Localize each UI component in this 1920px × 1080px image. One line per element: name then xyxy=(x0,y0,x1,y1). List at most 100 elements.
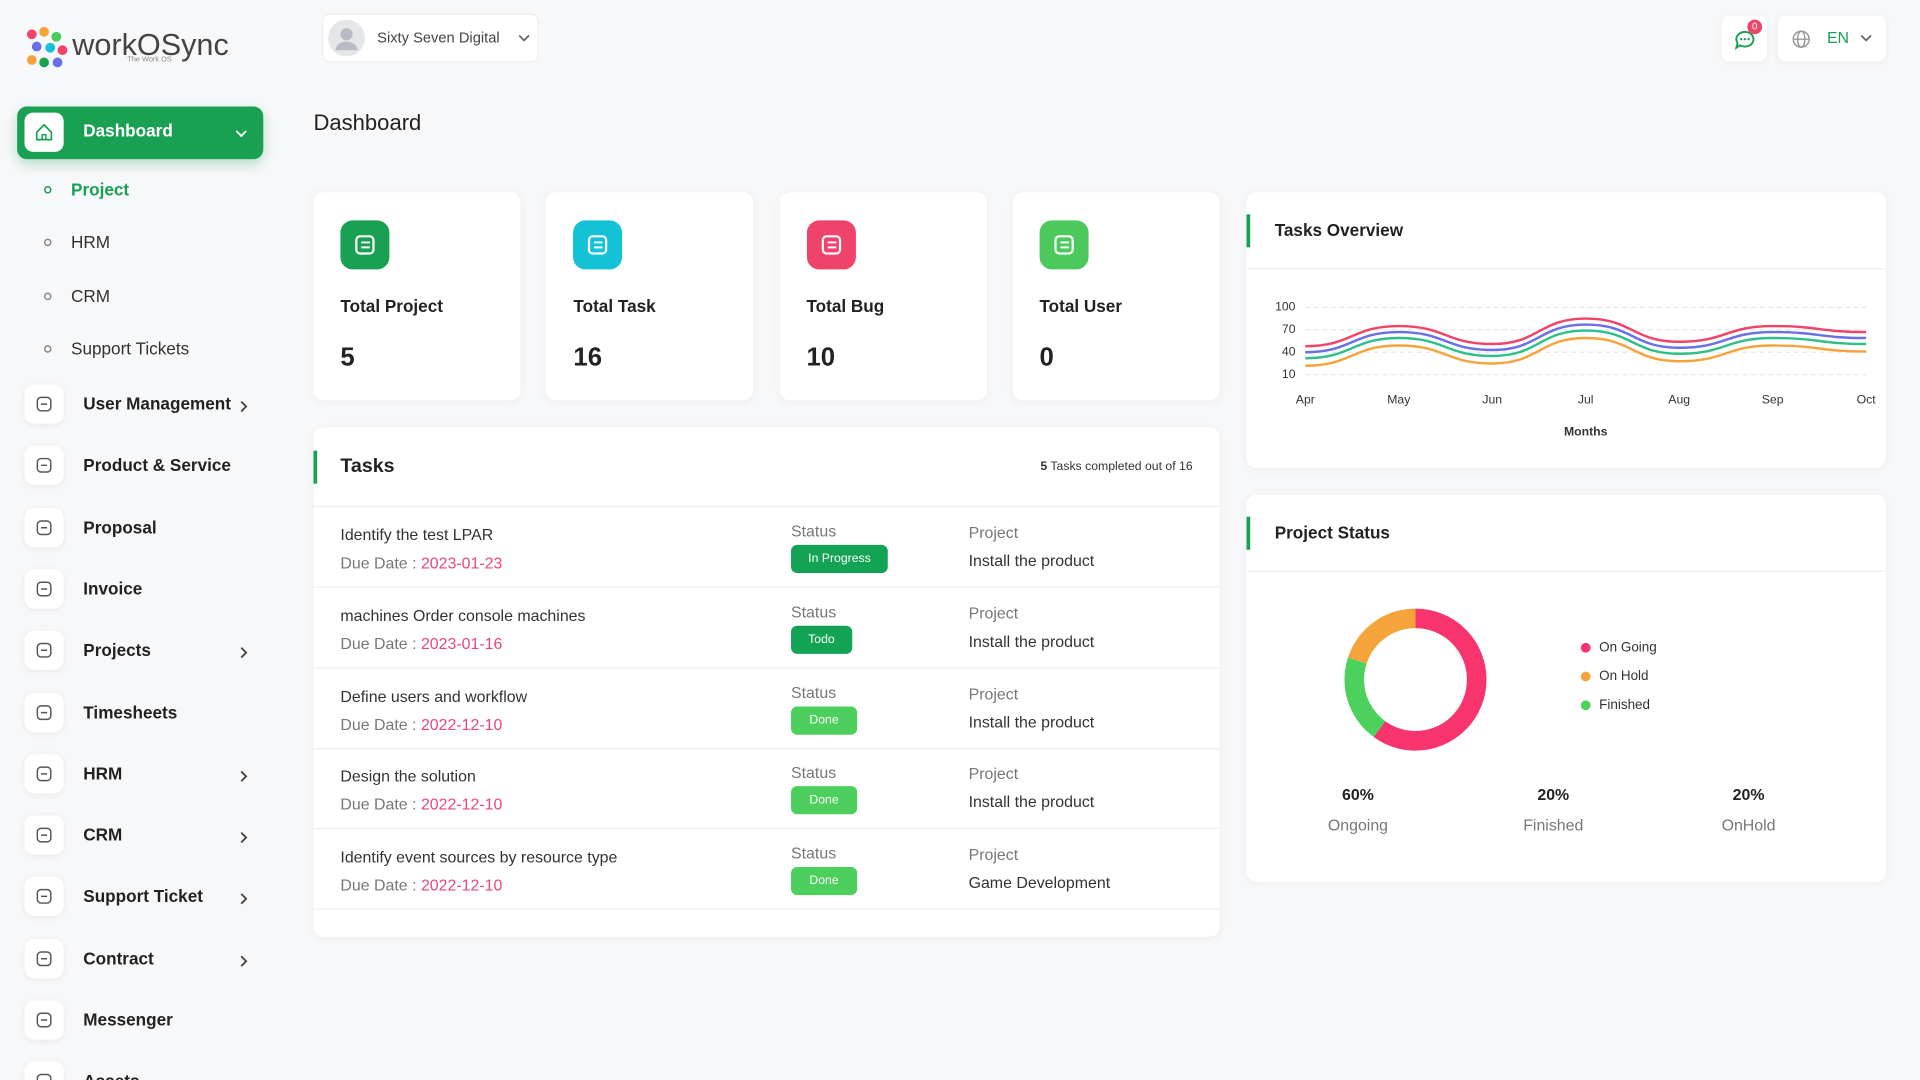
menu-item[interactable]: Contract xyxy=(83,948,154,968)
menu-glyph xyxy=(36,581,52,597)
summary-part: 5 xyxy=(1040,460,1048,474)
logo-mark xyxy=(26,26,68,68)
stat-icon xyxy=(573,220,623,270)
logo-name: workOSync xyxy=(72,28,229,63)
menu-glyph xyxy=(36,519,52,535)
menu-item[interactable]: Assets xyxy=(83,1071,139,1080)
menu-item[interactable]: Proposal xyxy=(83,516,157,537)
stat-value: 5 xyxy=(340,343,355,372)
submenu-item[interactable]: Support Tickets xyxy=(71,338,190,359)
tasks-card xyxy=(313,427,1220,937)
stat-label: Total Project xyxy=(340,295,443,316)
status-label: Status xyxy=(791,844,837,863)
line-series xyxy=(1305,336,1867,367)
submenu-item[interactable]: CRM xyxy=(71,285,111,306)
chevron xyxy=(240,955,248,967)
submenu-bullet xyxy=(43,345,52,353)
menu-glyph xyxy=(36,1074,52,1080)
status-badge: Todo xyxy=(791,625,852,654)
legend-dot xyxy=(1580,671,1591,682)
legend-label: On Going xyxy=(1599,639,1657,654)
submenu-item[interactable]: Project xyxy=(71,179,130,200)
menu-item[interactable]: Projects xyxy=(83,640,151,660)
globe-icon xyxy=(1792,30,1810,48)
stat-icon xyxy=(1039,220,1089,270)
stat-label: Total Task xyxy=(573,295,656,316)
menu-item[interactable]: User Management xyxy=(83,393,231,414)
submenu-item[interactable]: HRM xyxy=(71,232,111,253)
menu-label: Dashboard xyxy=(83,120,173,141)
donut-segment xyxy=(1344,608,1487,751)
legend-label: Finished xyxy=(1599,697,1650,712)
stat-glyph xyxy=(821,235,841,255)
legend-dot xyxy=(1580,642,1591,653)
task-title: Define users and workflow xyxy=(340,686,528,706)
task-due: Due Date : 2022-12-10 xyxy=(340,795,502,814)
status-label: Status xyxy=(791,683,837,702)
x-tick-label: Oct xyxy=(1857,393,1877,407)
y-tick-label: 100 xyxy=(1275,300,1296,314)
due-part: 2022-12-10 xyxy=(420,795,503,814)
legend-dot xyxy=(1580,700,1591,711)
legend-label: On Hold xyxy=(1599,668,1648,683)
divider xyxy=(313,908,1220,911)
divider xyxy=(313,747,1220,749)
chevron xyxy=(240,400,248,413)
task-title: machines Order console machines xyxy=(340,606,586,625)
menu-item[interactable]: Support Ticket xyxy=(83,886,203,907)
stat-value: 16 xyxy=(573,343,603,372)
x-tick-label: Jul xyxy=(1578,393,1594,407)
menu-item[interactable]: Product & Service xyxy=(83,455,231,475)
notification-count: 0 xyxy=(1751,21,1758,33)
language: EN xyxy=(1826,28,1850,47)
x-axis-label: Months xyxy=(1564,424,1608,438)
status-label: Status xyxy=(791,763,837,782)
line-series xyxy=(1305,329,1867,360)
summary-label: Finished xyxy=(1523,818,1583,835)
divider xyxy=(313,586,1220,588)
menu-glyph xyxy=(36,704,52,720)
line-series xyxy=(1305,317,1867,348)
status-badge: Done xyxy=(791,867,858,896)
due-part: 2023-01-16 xyxy=(420,634,503,653)
menu-item[interactable]: Messenger xyxy=(83,1009,173,1030)
summary-part: 16 xyxy=(1179,460,1193,474)
y-tick-label: 70 xyxy=(1282,322,1296,336)
due-part: 2023-01-23 xyxy=(420,553,503,573)
chevron xyxy=(240,647,248,659)
submenu-bullet xyxy=(43,186,52,194)
menu-item[interactable]: CRM xyxy=(83,824,123,845)
task-due: Due Date : 2023-01-23 xyxy=(340,554,502,573)
stat-label: Total Bug xyxy=(806,295,885,316)
project-label: Project xyxy=(968,523,1019,542)
task-title: Identify event sources by resource type xyxy=(340,847,618,867)
due-part: 2022-12-10 xyxy=(420,714,503,734)
avatar xyxy=(328,19,365,57)
menu-item[interactable]: HRM xyxy=(83,763,123,783)
due-part: 2022-12-10 xyxy=(420,875,503,895)
stat-label: Total User xyxy=(1039,295,1123,316)
x-tick-label: Apr xyxy=(1296,393,1315,407)
summary-value: 20% xyxy=(1537,787,1569,804)
accent-bar xyxy=(313,450,318,484)
stat-icon xyxy=(340,220,390,270)
x-tick-label: Sep xyxy=(1762,393,1784,407)
project-label: Project xyxy=(968,603,1019,623)
y-tick-label: 10 xyxy=(1282,367,1296,381)
project-name: Install the product xyxy=(968,712,1095,731)
stat-value: 0 xyxy=(1039,343,1054,372)
workspace-name: Sixty Seven Digital xyxy=(377,29,500,47)
line-series xyxy=(1305,323,1867,354)
menu-glyph xyxy=(36,642,52,658)
menu-item[interactable]: Timesheets xyxy=(83,701,178,722)
project-label: Project xyxy=(968,764,1019,784)
summary-label: OnHold xyxy=(1722,818,1776,835)
project-name: Game Development xyxy=(968,873,1111,892)
menu-item[interactable]: Invoice xyxy=(83,578,143,599)
chevron xyxy=(518,34,530,42)
stat-glyph xyxy=(588,235,608,255)
menu-glyph xyxy=(36,396,52,412)
